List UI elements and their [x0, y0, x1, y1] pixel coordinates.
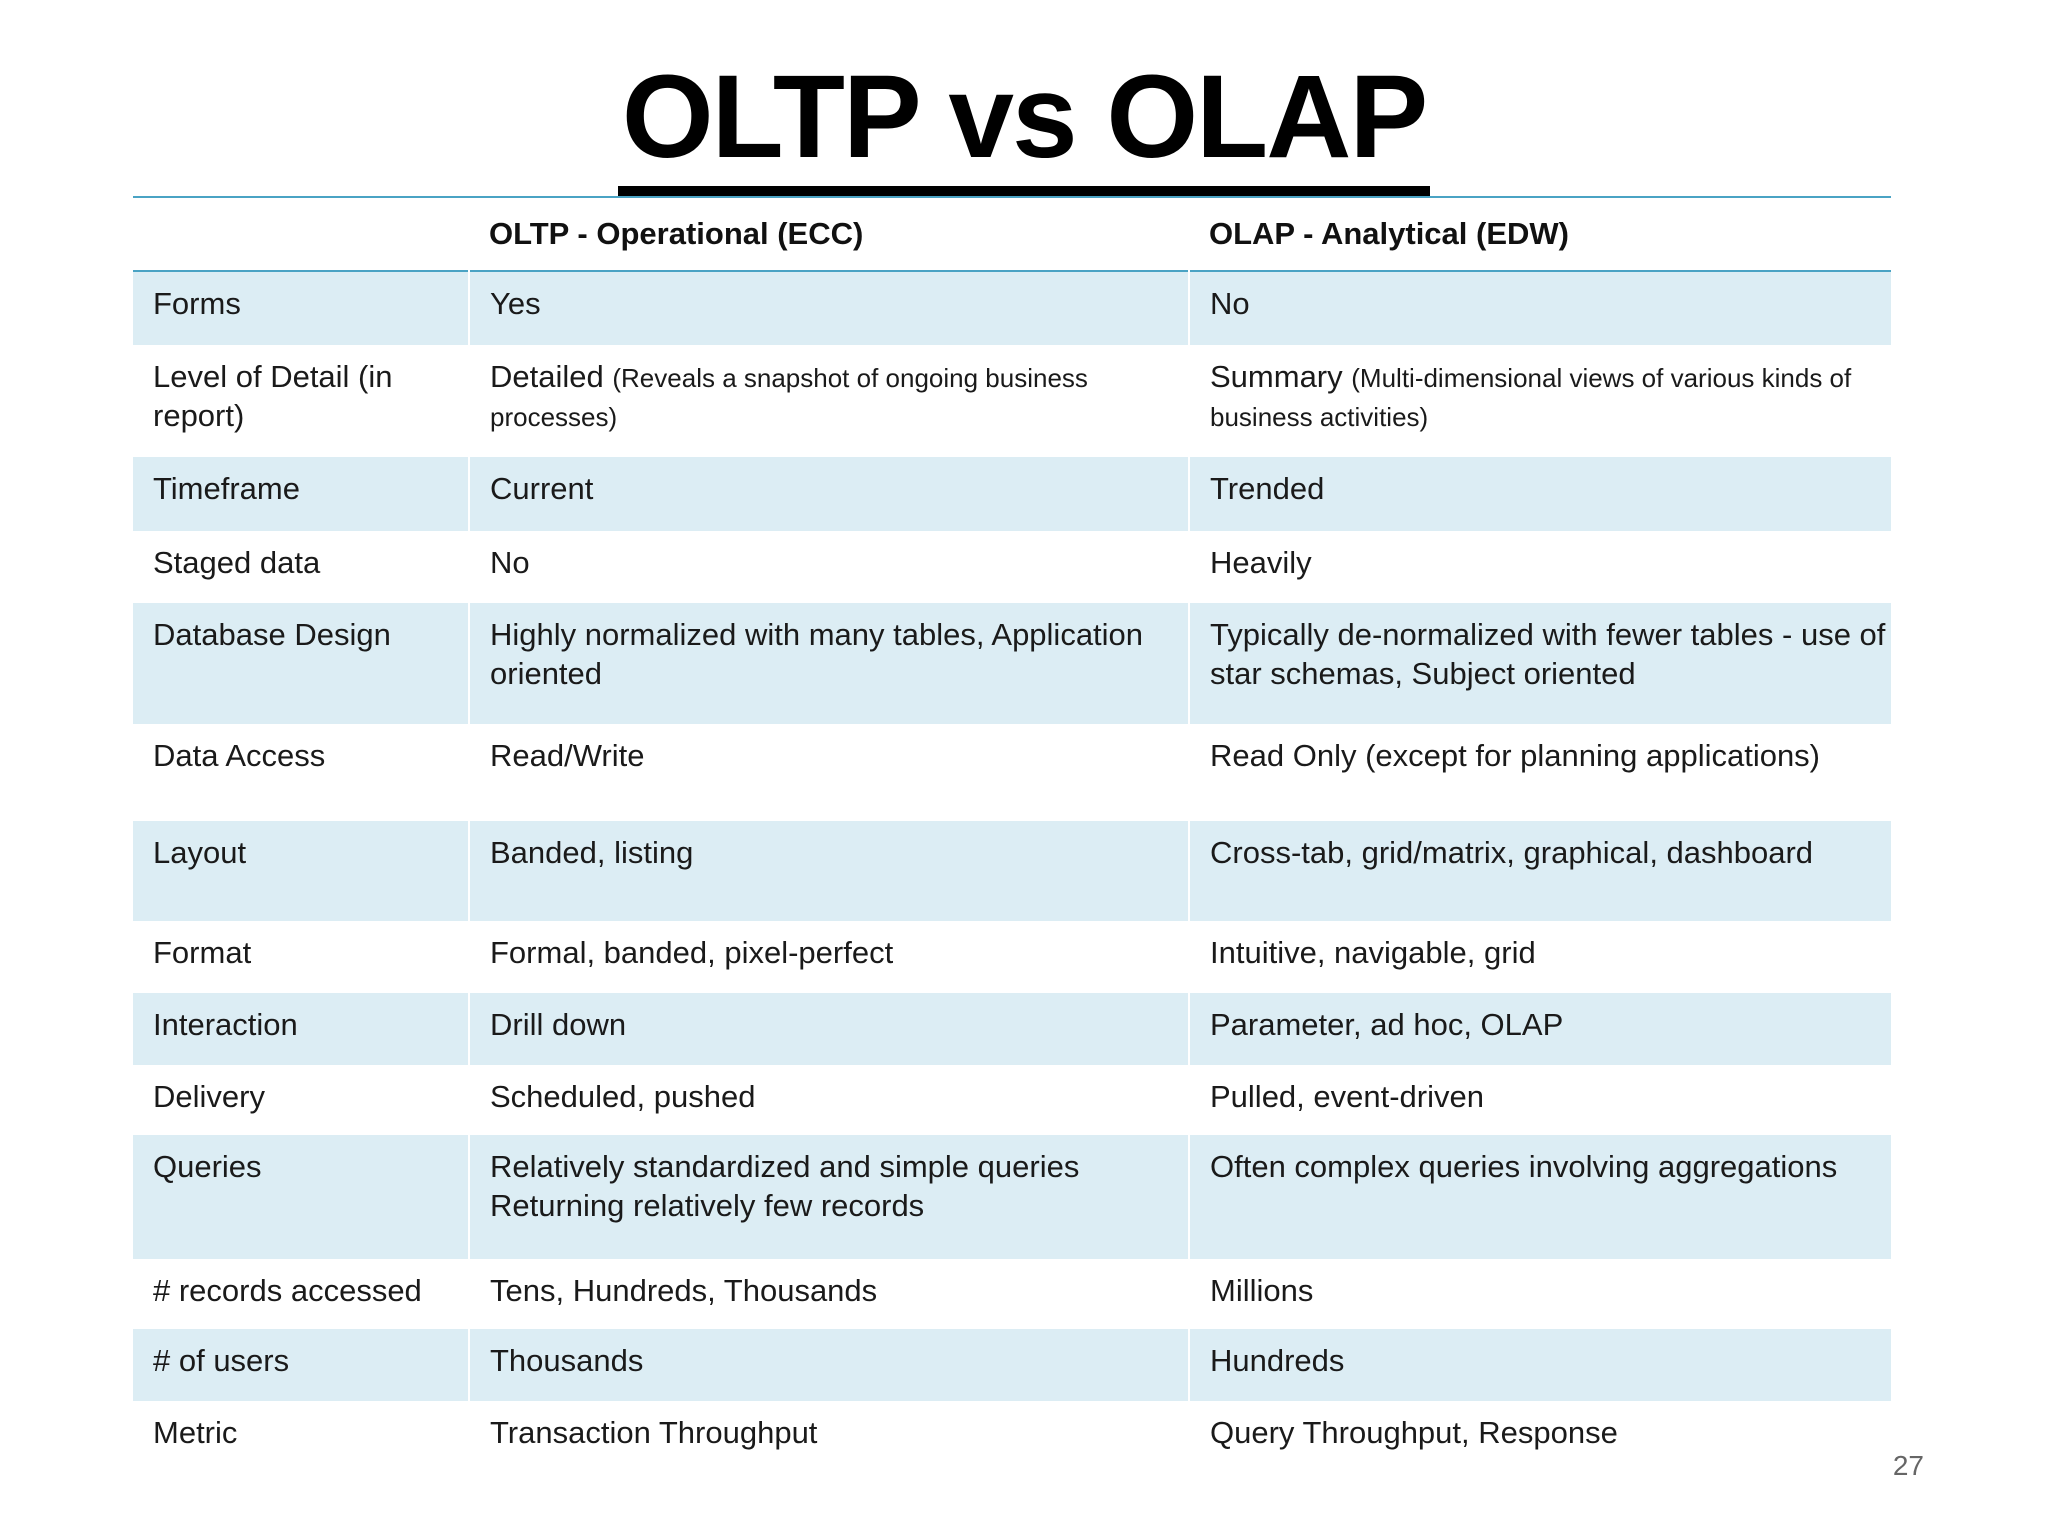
- olap-cell: No: [1188, 271, 1891, 345]
- table-row: Level of Detail (in report) Detailed (Re…: [133, 345, 1891, 457]
- oltp-value: Detailed: [490, 359, 604, 394]
- row-label: Database Design: [153, 617, 391, 652]
- olap-cell: Pulled, event-driven: [1188, 1065, 1891, 1135]
- olap-value: Summary: [1210, 359, 1343, 394]
- oltp-line-1: Relatively standardized and simple queri…: [490, 1149, 1080, 1184]
- olap-cell: Typically de-normalized with fewer table…: [1188, 603, 1891, 724]
- row-label: Timeframe: [153, 471, 300, 506]
- table-row: Metric Transaction Throughput Query Thro…: [133, 1401, 1891, 1473]
- header-blank-cell: [133, 197, 469, 271]
- row-label: Queries: [153, 1149, 262, 1184]
- page-number: 27: [1892, 1450, 1924, 1481]
- table-row: Format Formal, banded, pixel-perfect Int…: [133, 921, 1891, 993]
- row-label: Staged data: [153, 545, 321, 580]
- table-row: Layout Banded, listing Cross-tab, grid/m…: [133, 821, 1891, 921]
- olap-cell: Cross-tab, grid/matrix, graphical, dashb…: [1188, 821, 1891, 921]
- olap-cell: Query Throughput, Response: [1188, 1401, 1891, 1473]
- oltp-cell: Transaction Throughput: [468, 1401, 1189, 1473]
- table-row: # records accessed Tens, Hundreds, Thous…: [133, 1259, 1891, 1329]
- comparison-table: OLTP - Operational (ECC) OLAP - Analytic…: [133, 196, 1891, 1473]
- table-row: Timeframe Current Trended: [133, 457, 1891, 531]
- olap-cell: Summary (Multi-dimensional views of vari…: [1188, 345, 1891, 457]
- slide-title: OLTP vs OLAP: [0, 58, 2048, 198]
- oltp-cell: Detailed (Reveals a snapshot of ongoing …: [468, 345, 1189, 457]
- oltp-cell: Thousands: [468, 1329, 1189, 1401]
- table-row: Data Access Read/Write Read Only (except…: [133, 724, 1891, 821]
- oltp-cell: Tens, Hundreds, Thousands: [468, 1259, 1189, 1329]
- table-row: # of users Thousands Hundreds: [133, 1329, 1891, 1401]
- row-label: # of users: [153, 1343, 290, 1378]
- oltp-cell: No: [468, 531, 1189, 603]
- olap-cell: Heavily: [1188, 531, 1891, 603]
- olap-cell: Trended: [1188, 457, 1891, 531]
- slide-title-text: OLTP vs OLAP: [617, 58, 1431, 198]
- oltp-cell: Read/Write: [468, 724, 1189, 821]
- row-label: Metric: [153, 1415, 238, 1450]
- olap-cell: Read Only (except for planning applicati…: [1188, 724, 1891, 821]
- oltp-line-2: Returning relatively few records: [490, 1188, 925, 1223]
- olap-note: (Multi-dimensional views of various kind…: [1210, 363, 1852, 432]
- oltp-cell: Drill down: [468, 993, 1189, 1065]
- oltp-cell: Banded, listing: [468, 821, 1189, 921]
- table-row: Forms Yes No: [133, 271, 1891, 345]
- olap-cell: Parameter, ad hoc, OLAP: [1188, 993, 1891, 1065]
- oltp-note: (Reveals a snapshot of ongoing business …: [490, 363, 1088, 432]
- table-row: Interaction Drill down Parameter, ad hoc…: [133, 993, 1891, 1065]
- row-label: Interaction: [153, 1007, 298, 1042]
- table-row: Queries Relatively standardized and simp…: [133, 1135, 1891, 1259]
- header-olap: OLAP - Analytical (EDW): [1209, 216, 1569, 251]
- row-label: Data Access: [153, 738, 326, 773]
- table-row: Delivery Scheduled, pushed Pulled, event…: [133, 1065, 1891, 1135]
- olap-cell: Millions: [1188, 1259, 1891, 1329]
- table-header-row: OLTP - Operational (ECC) OLAP - Analytic…: [133, 197, 1891, 271]
- row-label: Delivery: [153, 1079, 265, 1114]
- row-label: # records accessed: [153, 1273, 422, 1308]
- row-label: Level of Detail (in report): [153, 359, 393, 433]
- olap-cell: Intuitive, navigable, grid: [1188, 921, 1891, 993]
- row-label: Format: [153, 935, 252, 970]
- olap-cell: Often complex queries involving aggregat…: [1188, 1135, 1891, 1259]
- oltp-cell: Scheduled, pushed: [468, 1065, 1189, 1135]
- olap-cell: Hundreds: [1188, 1329, 1891, 1401]
- row-label: Forms: [153, 286, 241, 321]
- oltp-cell: Formal, banded, pixel-perfect: [468, 921, 1189, 993]
- oltp-cell: Current: [468, 457, 1189, 531]
- oltp-cell: Highly normalized with many tables, Appl…: [468, 603, 1189, 724]
- oltp-cell: Relatively standardized and simple queri…: [468, 1135, 1189, 1259]
- row-label: Layout: [153, 835, 247, 870]
- oltp-cell: Yes: [468, 271, 1189, 345]
- table-row: Staged data No Heavily: [133, 531, 1891, 603]
- table-row: Database Design Highly normalized with m…: [133, 603, 1891, 724]
- header-oltp: OLTP - Operational (ECC): [489, 216, 864, 251]
